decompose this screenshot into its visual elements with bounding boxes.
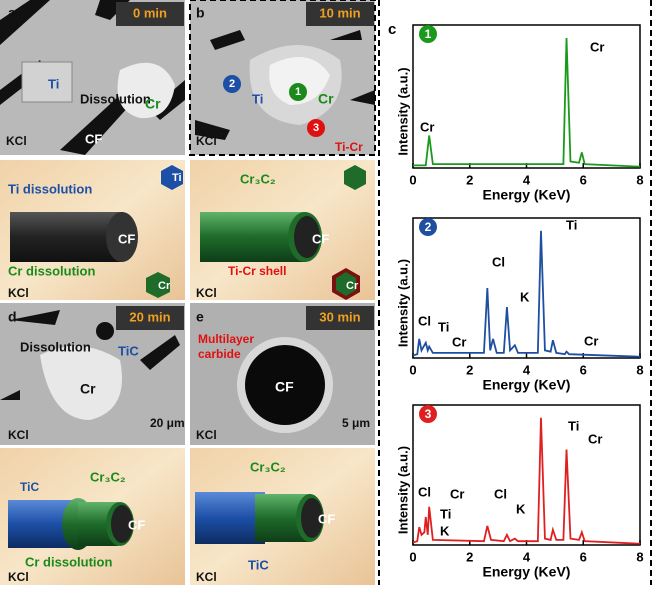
- plot-frame: [413, 218, 640, 358]
- image-label: CF: [85, 131, 102, 146]
- plot-frame: [413, 25, 640, 168]
- image-label: KCl: [196, 428, 217, 442]
- image-label: e: [196, 309, 204, 325]
- series-name: 3: [425, 407, 432, 421]
- peak-label: Cr: [420, 119, 434, 134]
- image-label: TiC: [248, 557, 269, 572]
- x-tick-label: 6: [580, 172, 587, 187]
- peak-label: Cr: [590, 39, 604, 54]
- image-label: b: [196, 5, 205, 21]
- x-tick-label: 6: [580, 549, 587, 564]
- image-label: CF: [312, 231, 329, 246]
- x-tick-label: 6: [580, 362, 587, 377]
- spectrum-line: [413, 38, 640, 167]
- x-tick-label: 0: [409, 362, 416, 377]
- peak-label: K: [520, 289, 530, 304]
- image-label: Ti: [172, 172, 182, 184]
- peak-label: Ti: [568, 418, 579, 433]
- image-label: Ti: [252, 91, 263, 106]
- image-label: Cr dissolution: [25, 554, 112, 569]
- peak-label: Cl: [418, 313, 431, 328]
- peak-label: Cl: [492, 254, 505, 269]
- x-tick-label: 2: [466, 549, 473, 564]
- image-label: Cr: [158, 280, 171, 292]
- peak-label: Cr: [452, 334, 466, 349]
- image-label: CF: [118, 231, 135, 246]
- image-label: TiC: [118, 343, 139, 358]
- image-label: d: [8, 309, 17, 325]
- peak-label: Ti: [438, 319, 449, 334]
- image-label: CF: [318, 511, 335, 526]
- image-label: CF: [275, 379, 294, 395]
- image-label: CF: [128, 517, 145, 532]
- image-label: TiC: [20, 480, 39, 494]
- x-axis-label: Energy (KeV): [483, 377, 571, 393]
- image-label: Cr: [145, 96, 161, 112]
- image-label: Ti-Cr: [335, 140, 363, 154]
- x-tick-label: 8: [636, 362, 643, 377]
- image-label: Dissolution: [20, 339, 91, 354]
- image-label: a: [8, 5, 16, 21]
- peak-label: Ti: [440, 506, 451, 521]
- image-label: Dissolution: [80, 91, 151, 106]
- series-name: 1: [425, 27, 432, 41]
- image-label: KCl: [8, 428, 29, 442]
- peak-label: Cr: [588, 431, 602, 446]
- y-axis-label: Intensity (a.u.): [395, 259, 410, 347]
- image-label: Multilayer: [198, 332, 254, 346]
- image-label: KCl: [196, 134, 217, 148]
- peak-label: Cl: [418, 484, 431, 499]
- x-tick-label: 2: [466, 172, 473, 187]
- image-label: 2: [229, 78, 235, 90]
- y-axis-label: Intensity (a.u.): [395, 67, 410, 155]
- x-tick-label: 0: [409, 549, 416, 564]
- image-label: Ti-Cr shell: [228, 264, 286, 278]
- peak-label: Ti: [566, 217, 577, 232]
- x-tick-label: 4: [523, 172, 531, 187]
- x-axis-label: Energy (KeV): [483, 187, 571, 203]
- image-label: Ti: [48, 76, 59, 91]
- peak-label: Cr: [450, 486, 464, 501]
- image-label: 20 min: [129, 309, 170, 324]
- image-label: Cr: [80, 381, 96, 397]
- peak-label: K: [440, 523, 450, 538]
- x-axis-label: Energy (KeV): [483, 564, 571, 580]
- image-label: 30 min: [319, 309, 360, 324]
- image-label: KCl: [8, 286, 29, 300]
- image-label: KCl: [8, 570, 29, 584]
- image-label: KCl: [196, 570, 217, 584]
- x-tick-label: 4: [523, 362, 531, 377]
- peak-label: Cl: [494, 486, 507, 501]
- peak-label: K: [516, 501, 526, 516]
- peak-label: Cr: [584, 333, 598, 348]
- image-label: Cr: [318, 91, 334, 107]
- image-label: Ti dissolution: [8, 181, 92, 196]
- x-tick-label: 2: [466, 362, 473, 377]
- panel-label: c: [388, 21, 396, 38]
- image-label: 1: [295, 86, 301, 98]
- x-tick-label: 0: [409, 172, 416, 187]
- image-label: 20 μm: [150, 416, 185, 430]
- x-tick-label: 8: [636, 549, 643, 564]
- y-axis-label: Intensity (a.u.): [395, 446, 410, 534]
- image-label: KCl: [196, 286, 217, 300]
- image-label: 10 min: [319, 5, 360, 20]
- image-label: Cr₃C₂: [250, 459, 286, 474]
- image-label: 3: [313, 122, 319, 134]
- image-label: Cr₃C₂: [90, 469, 126, 484]
- image-label: 5 μm: [342, 416, 370, 430]
- image-label: Cr₃C₂: [240, 171, 276, 186]
- image-label: Cr dissolution: [8, 263, 95, 278]
- image-label: carbide: [198, 347, 241, 361]
- series-name: 2: [425, 220, 432, 234]
- figure: c a0 minTiDissolutionCrCFKClb10 min2Ti1C…: [0, 0, 656, 585]
- image-label: KCl: [6, 134, 27, 148]
- image-label: 0 min: [133, 5, 167, 20]
- x-tick-label: 8: [636, 172, 643, 187]
- image-label: Cr: [346, 280, 359, 292]
- x-tick-label: 4: [523, 549, 531, 564]
